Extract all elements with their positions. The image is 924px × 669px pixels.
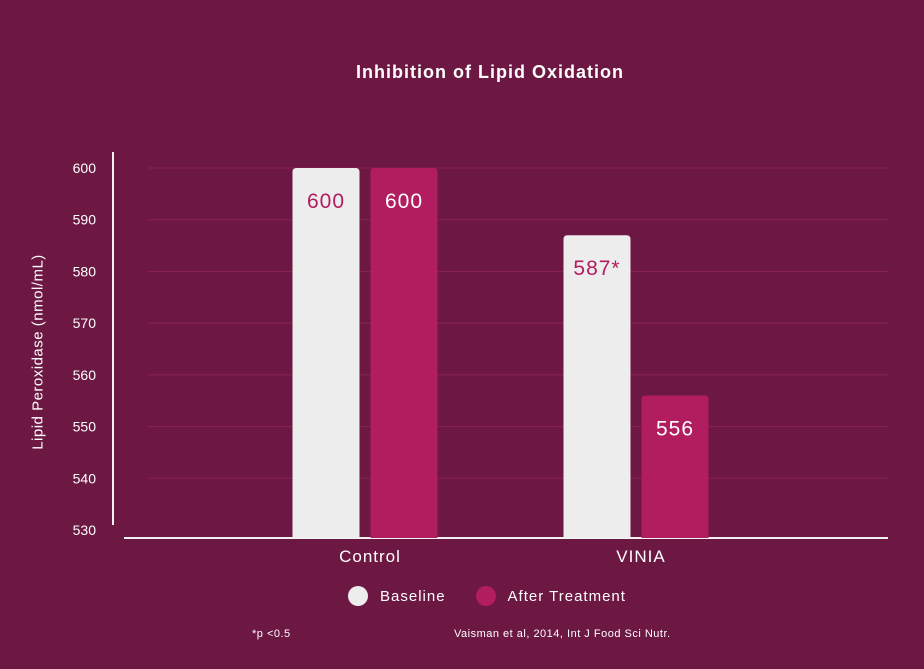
y-tick-label: 580	[73, 263, 97, 279]
y-tick-label: 540	[73, 470, 97, 486]
y-tick-label: 560	[73, 367, 97, 383]
legend: Baseline After Treatment	[348, 586, 656, 606]
y-tick-label: 600	[73, 160, 97, 176]
legend-item-after-treatment: After Treatment	[475, 586, 626, 606]
bar-value-label: 600	[307, 190, 345, 213]
bar-after-treatment	[370, 168, 438, 538]
bar-value-label: 600	[385, 190, 423, 213]
legend-swatch-baseline	[348, 586, 368, 606]
bar-value-label: 587*	[573, 257, 620, 280]
y-tick-label: 550	[73, 419, 97, 435]
citation: Vaisman et al, 2014, Int J Food Sci Nutr…	[454, 628, 671, 640]
bar-after-treatment	[641, 395, 709, 538]
legend-label-after-treatment: After Treatment	[507, 587, 626, 605]
y-tick-label: 570	[73, 315, 97, 331]
x-tick-label: Control	[339, 547, 401, 566]
y-axis-label: Lipid Peroxidase (nmol/mL)	[29, 254, 47, 450]
bar-baseline	[563, 235, 631, 538]
legend-label-baseline: Baseline	[380, 587, 446, 605]
footnote: *p <0.5	[252, 628, 291, 640]
legend-swatch-after-treatment	[475, 586, 496, 606]
legend-item-baseline: Baseline	[348, 586, 446, 606]
y-tick-label: 590	[73, 212, 97, 228]
bar-baseline	[292, 168, 360, 538]
y-tick-label: 530	[73, 522, 97, 538]
bar-value-label: 556	[656, 418, 694, 441]
chart-title: Inhibition of Lipid Oxidation	[356, 62, 624, 82]
x-tick-label: VINIA	[616, 547, 665, 566]
